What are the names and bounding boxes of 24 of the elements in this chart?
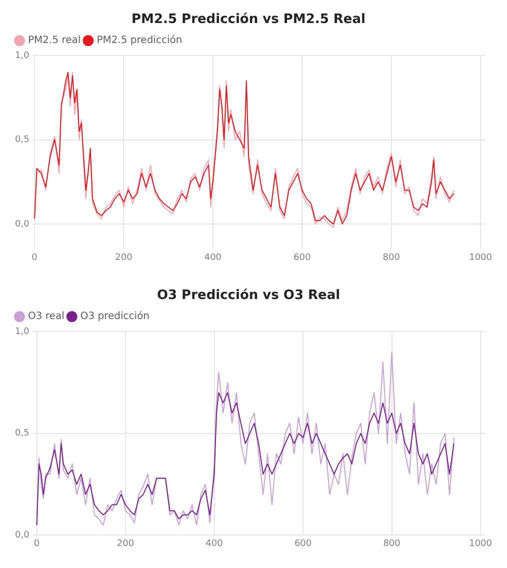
y-tick-label: 0,5 bbox=[14, 135, 30, 146]
legend-label: O3 real bbox=[28, 311, 64, 322]
y-tick-label: 1,0 bbox=[14, 326, 30, 337]
x-tick-label: 0 bbox=[34, 538, 40, 549]
x-tick-label: 1000 bbox=[469, 252, 492, 263]
chart-title: PM2.5 Predicción vs PM2.5 Real bbox=[132, 12, 366, 28]
x-tick-label: 200 bbox=[115, 252, 133, 263]
y-tick-label: 1,0 bbox=[14, 50, 30, 61]
x-tick-label: 0 bbox=[32, 252, 38, 263]
x-tick-label: 600 bbox=[294, 252, 311, 263]
y-tick-label: 0,0 bbox=[14, 530, 30, 541]
chart-title: O3 Predicción vs O3 Real bbox=[156, 288, 340, 304]
legend-label: PM2.5 predicción bbox=[96, 35, 182, 46]
y-tick-label: 0,0 bbox=[14, 219, 30, 230]
x-tick-label: 400 bbox=[206, 538, 224, 549]
y-tick-label: 0,5 bbox=[14, 428, 30, 439]
x-tick-label: 800 bbox=[382, 252, 400, 263]
x-tick-label: 1000 bbox=[469, 538, 492, 549]
x-tick-label: 800 bbox=[383, 538, 401, 549]
legend-label: PM2.5 real bbox=[28, 35, 81, 46]
x-tick-label: 600 bbox=[294, 538, 312, 549]
legend-label: O3 predicción bbox=[80, 311, 150, 322]
x-tick-label: 200 bbox=[116, 538, 134, 549]
x-tick-label: 400 bbox=[204, 252, 222, 263]
